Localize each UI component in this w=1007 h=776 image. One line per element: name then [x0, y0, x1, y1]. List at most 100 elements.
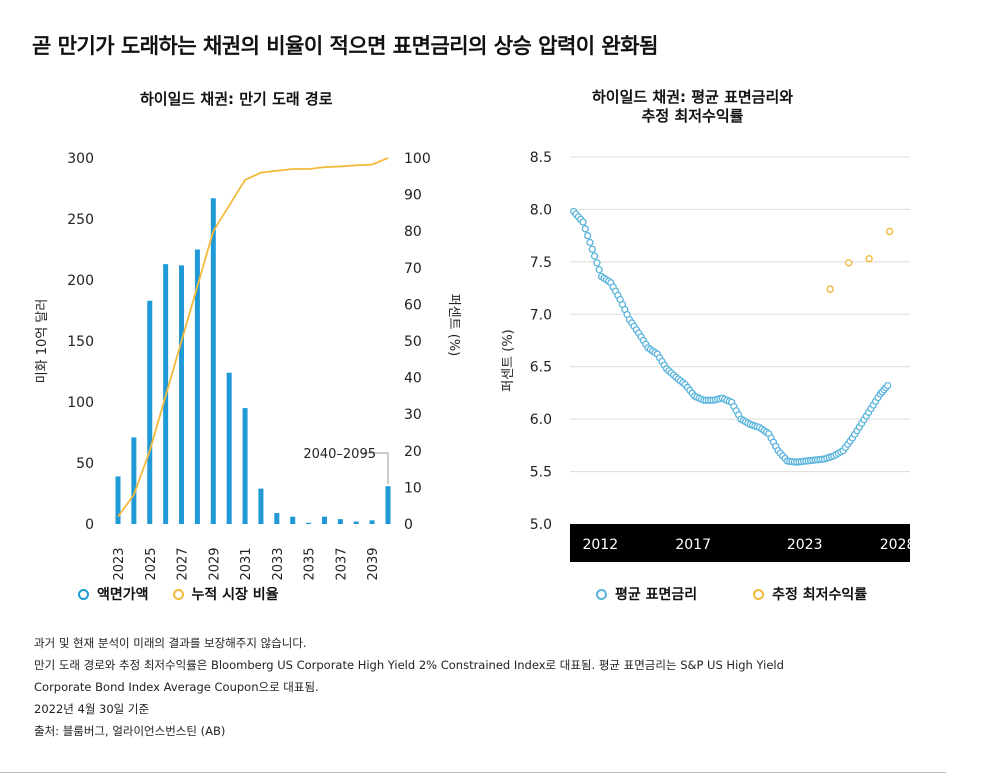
bar-2031: [242, 408, 248, 524]
right-y-tick-label: 50: [404, 334, 422, 350]
legend-label-coupon: 평균 표면금리: [615, 587, 698, 603]
note-source-2: Corporate Bond Index Average Coupon으로 대표…: [34, 680, 319, 694]
right-chart-legend: 평균 표면금리 추정 최저수익률: [596, 584, 867, 604]
left-chart-legend: 액면가액 누적 시장 비율: [78, 584, 279, 604]
x-tick-label-2025: 2025: [144, 547, 159, 580]
right-chart-y-axis-label: 퍼센트 (%): [501, 329, 516, 392]
x-tick-label-2023: 2023: [787, 537, 823, 553]
legend-item-face-value: 액면가액: [78, 584, 149, 604]
bar-2038: [353, 521, 359, 524]
coupon-point: [586, 238, 594, 247]
left-chart: 0 50 100 150 200 250 300 0 10 20 30 40 50 60 70 80 90 100…: [35, 151, 461, 580]
bar-2025: [147, 300, 153, 524]
right-y-tick-label: 6.5: [530, 360, 552, 376]
legend-item-coupon: 평균 표면금리: [596, 584, 697, 604]
ytw-point: [865, 255, 873, 263]
right-y-tick-label: 5.0: [530, 517, 552, 533]
right-y-tick-label: 8.5: [530, 150, 552, 166]
coupon-point: [579, 218, 587, 226]
left-y-tick-label: 50: [76, 456, 94, 472]
legend-marker-face-value: [78, 588, 89, 600]
ytw-point: [885, 227, 894, 236]
right-y-tick-label: 90: [404, 188, 422, 204]
footnotes: 과거 및 현재 분석이 미래의 결과를 보장해주지 않습니다. 만기 도래 경로…: [34, 632, 784, 742]
right-y-tick-label: 7.5: [530, 255, 552, 271]
left-y-tick-label: 100: [67, 395, 94, 411]
right-chart-title-line2: 추정 최저수익률: [641, 107, 744, 125]
annotation-2040-2095: 2040–2095: [303, 447, 376, 462]
note-date: 2022년 4월 30일 기준: [34, 702, 150, 716]
bar-2034: [290, 516, 296, 524]
x-tick-label-2029: 2029: [207, 547, 222, 580]
x-tick-label-2028: 2028: [880, 537, 916, 553]
right-y-tick-label: 100: [404, 151, 431, 167]
page-title: 곧 만기가 도래하는 채권의 비율이 적으면 표면금리의 상승 압력이 완화됨: [32, 34, 658, 58]
right-y-tick-label: 10: [404, 480, 422, 496]
right-y-tick-label: 8.0: [530, 202, 552, 218]
x-tick-label-2023: 2023: [112, 547, 127, 580]
bar-2028: [194, 249, 200, 524]
right-y-tick-label: 7.0: [530, 307, 552, 323]
coupon-point: [581, 225, 589, 233]
bar-2024: [131, 437, 137, 524]
legend-marker-ytw: [753, 588, 765, 600]
x-tick-label-2033: 2033: [271, 547, 286, 580]
bar-2039: [369, 520, 375, 524]
x-tick-label-2039: 2039: [366, 547, 381, 580]
right-y-tick-label: 80: [404, 224, 422, 240]
right-chart: 5.0 5.5 6.0 6.5 7.0 7.5 8.0 8.5 퍼센트 (%) 2012 2017 2…: [501, 150, 916, 562]
ytw-point: [826, 285, 834, 293]
coupon-point: [588, 245, 596, 253]
right-y-tick-label: 30: [404, 407, 422, 423]
legend-label-cumulative: 누적 시장 비율: [191, 587, 279, 603]
right-y-tick-label: 0: [404, 517, 413, 533]
note-source: 출처: 블룸버그, 얼라이언스번스틴 (AB): [34, 724, 226, 738]
left-y-tick-label: 200: [67, 273, 94, 289]
legend-marker-cumulative: [172, 588, 184, 600]
coupon-point: [584, 231, 592, 240]
x-tick-label-2037: 2037: [334, 547, 349, 580]
right-y-tick-label: 40: [404, 371, 422, 387]
legend-item-ytw: 추정 최저수익률: [753, 584, 867, 604]
cumulative-line: [117, 157, 389, 518]
bar-2029: [210, 198, 216, 524]
bar-2023: [115, 476, 121, 524]
right-chart-title-line1: 하이일드 채권: 평균 표면금리와: [592, 88, 794, 106]
legend-item-cumulative: 누적 시장 비율: [172, 584, 279, 604]
legend-label-face-value: 액면가액: [97, 587, 149, 603]
bar-2037: [337, 519, 343, 524]
right-y-tick-label: 5.5: [530, 465, 552, 481]
bar-2033: [274, 513, 280, 524]
legend-marker-coupon: [596, 588, 607, 600]
left-y-tick-label: 250: [67, 212, 94, 228]
left-y-tick-label: 0: [85, 517, 94, 533]
right-y-tick-label: 6.0: [530, 412, 552, 428]
right-y-tick-label: 60: [404, 297, 422, 313]
legend-label-ytw: 추정 최저수익률: [772, 587, 868, 603]
left-y-tick-label: 300: [67, 151, 94, 167]
x-tick-label-2012: 2012: [582, 537, 618, 553]
coupon-point: [884, 381, 892, 390]
left-y-axis-label: 미화 10억 달러: [35, 299, 50, 384]
bar-2030: [226, 372, 232, 524]
x-axis-band: [570, 524, 910, 562]
bar-2032: [258, 488, 264, 524]
bar-2040–2095: [385, 486, 391, 524]
coupon-point: [593, 259, 601, 267]
coupon-point: [595, 266, 603, 274]
left-chart-title: 하이일드 채권: 만기 도래 경로: [140, 90, 333, 108]
right-y-tick-label: 70: [404, 261, 422, 277]
x-tick-label-2035: 2035: [303, 547, 318, 580]
footer-divider: [0, 772, 946, 773]
coupon-point: [590, 252, 599, 260]
bar-2036: [321, 516, 327, 524]
x-tick-label-2031: 2031: [239, 547, 254, 580]
note-disclaimer: 과거 및 현재 분석이 미래의 결과를 보장해주지 않습니다.: [34, 636, 307, 650]
bar-2027: [179, 265, 185, 524]
right-y-tick-label: 20: [404, 444, 422, 460]
x-tick-label-2027: 2027: [176, 547, 191, 580]
left-y-tick-label: 150: [67, 334, 94, 350]
right-chart-title: 하이일드 채권: 평균 표면금리와 추정 최저수익률: [592, 88, 793, 126]
bar-2035: [306, 522, 312, 524]
x-tick-label-2017: 2017: [675, 537, 711, 553]
